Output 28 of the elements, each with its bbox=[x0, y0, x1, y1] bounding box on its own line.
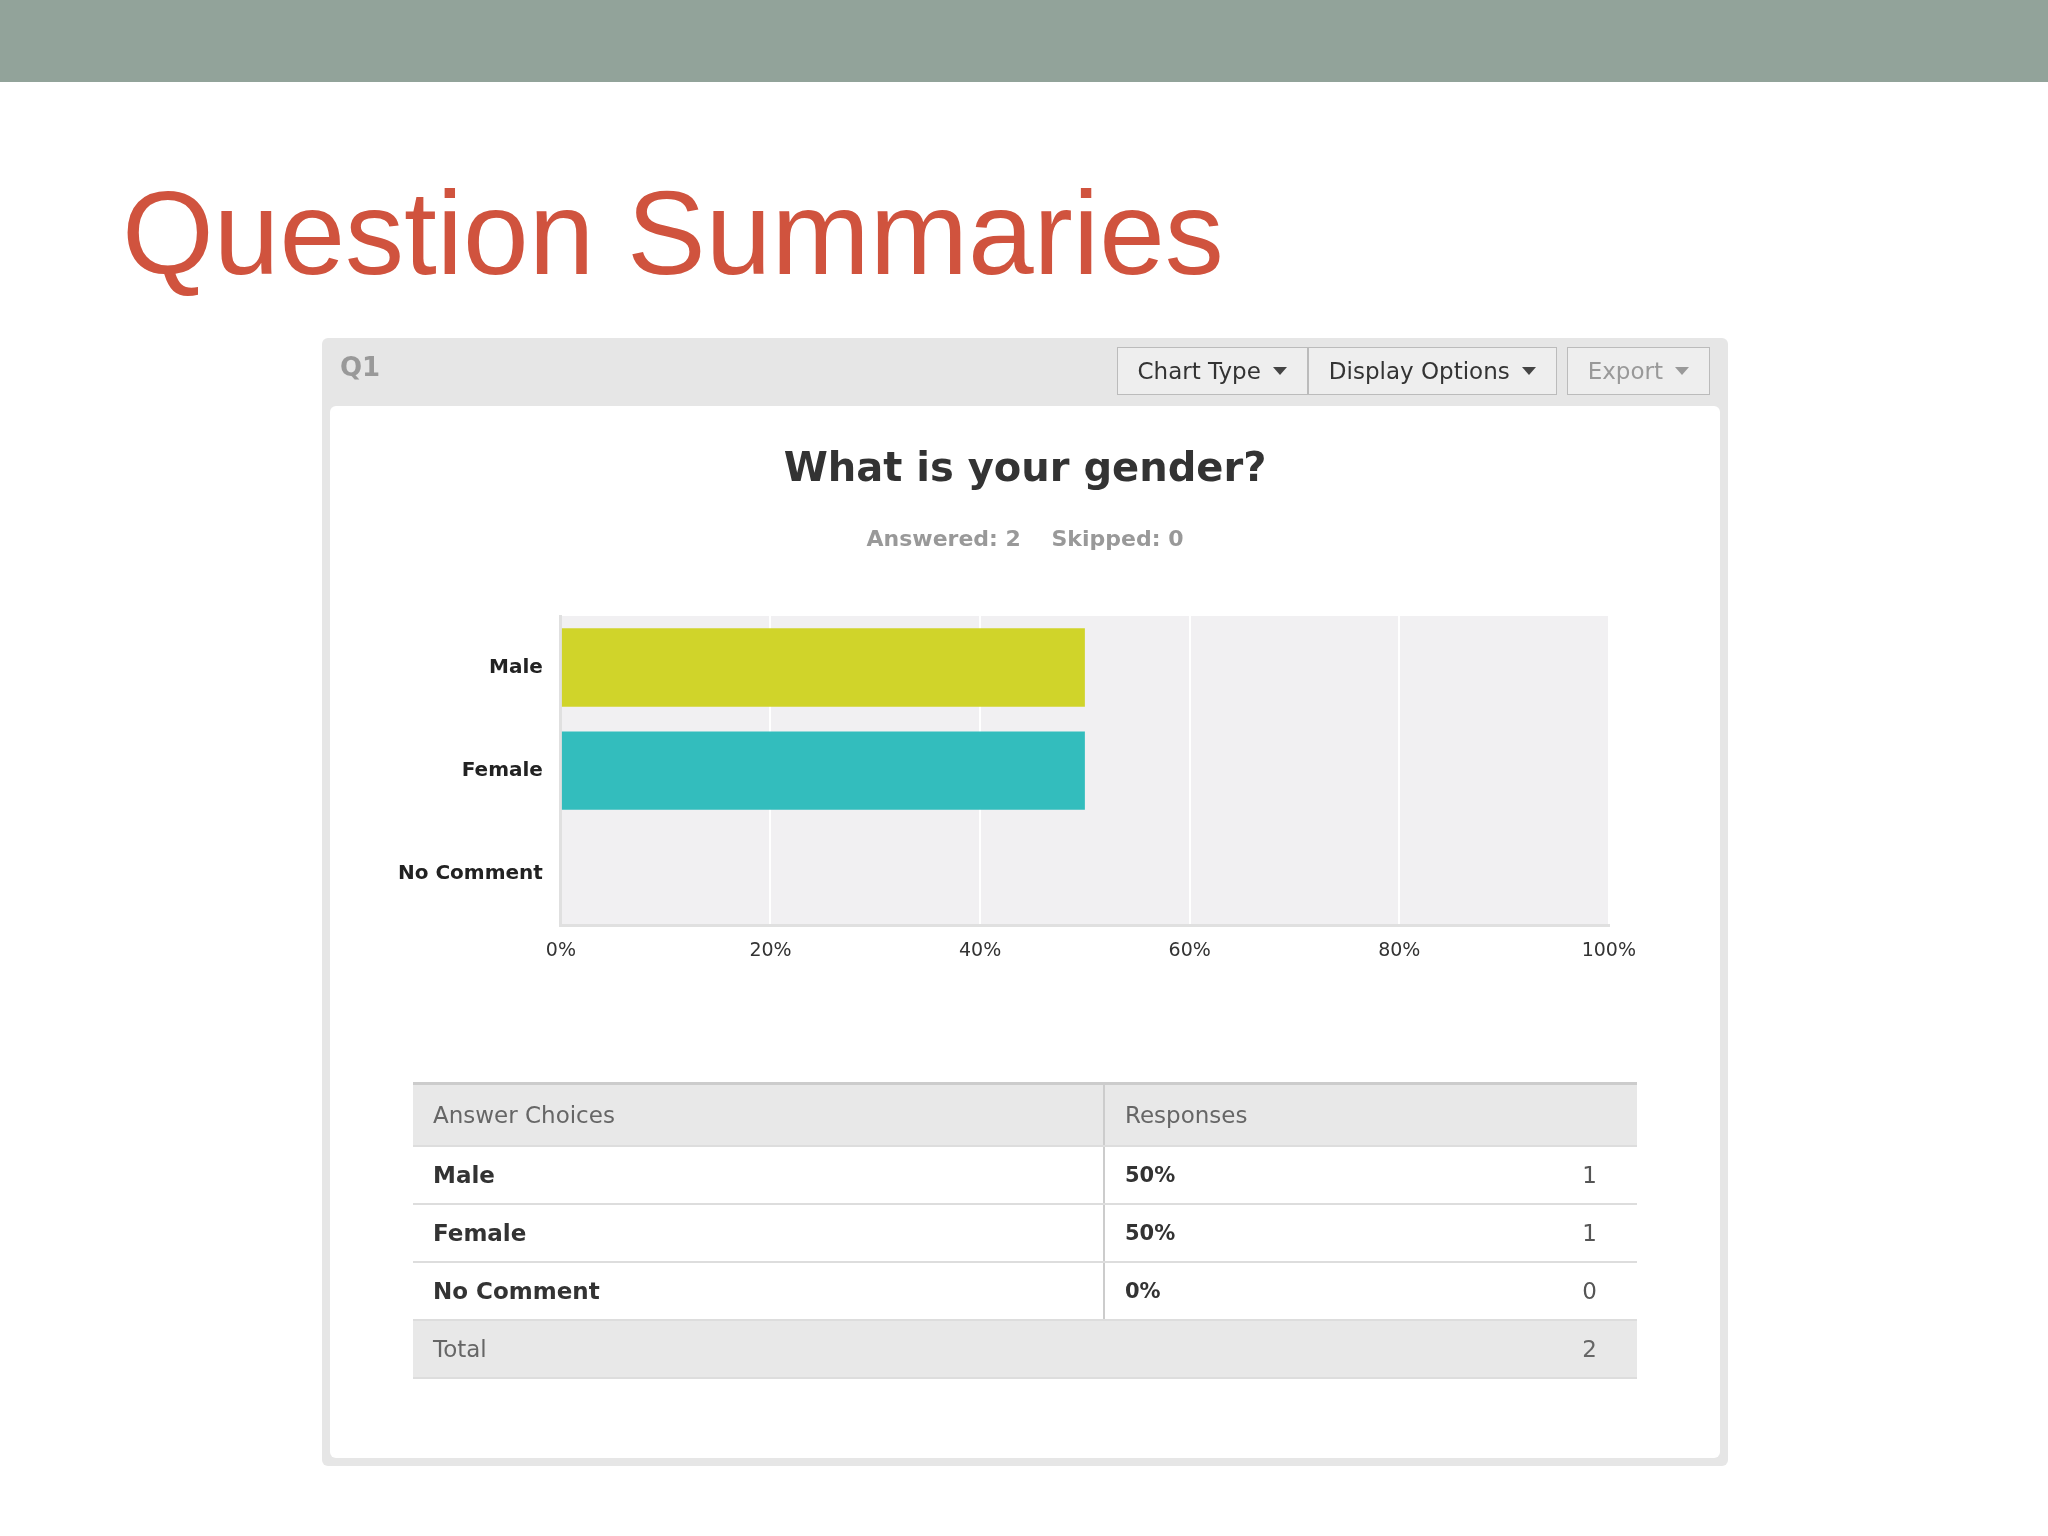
text: Chart Type bbox=[1137, 358, 1261, 384]
category-label: Female bbox=[433, 1220, 527, 1246]
y-tick-label: Female bbox=[461, 756, 543, 781]
x-tick-label: 60% bbox=[1168, 937, 1211, 960]
x-tick-label: 100% bbox=[1581, 937, 1636, 960]
text: 50% bbox=[1104, 1204, 1398, 1262]
x-tick-label: 0% bbox=[545, 937, 576, 960]
category-label: Male bbox=[433, 1162, 495, 1188]
text: 0% bbox=[1104, 1262, 1398, 1320]
text: Q1 bbox=[340, 352, 381, 382]
text: 2 bbox=[1397, 1320, 1637, 1378]
x-tick-label: 80% bbox=[1378, 937, 1421, 960]
text: Display Options bbox=[1328, 358, 1510, 384]
text: Export bbox=[1587, 358, 1663, 384]
y-tick-label: No Comment bbox=[398, 859, 544, 884]
text: Question Summaries bbox=[122, 166, 1224, 301]
text: Answer Choices bbox=[413, 1083, 1104, 1146]
text: 1 bbox=[1397, 1146, 1637, 1204]
x-tick-label: 20% bbox=[749, 937, 792, 960]
text: Responses bbox=[1104, 1083, 1637, 1146]
text: 0 bbox=[1397, 1262, 1637, 1320]
chart-subtitle: Answered: 2 Skipped: 0 bbox=[865, 526, 1185, 551]
x-tick-label: 40% bbox=[958, 937, 1002, 960]
text: 1 bbox=[1397, 1204, 1637, 1262]
chart-title: What is your gender? bbox=[782, 444, 1268, 490]
y-tick-label: Male bbox=[489, 653, 543, 678]
text: 50% bbox=[1104, 1146, 1398, 1204]
text: Total bbox=[413, 1320, 1398, 1378]
